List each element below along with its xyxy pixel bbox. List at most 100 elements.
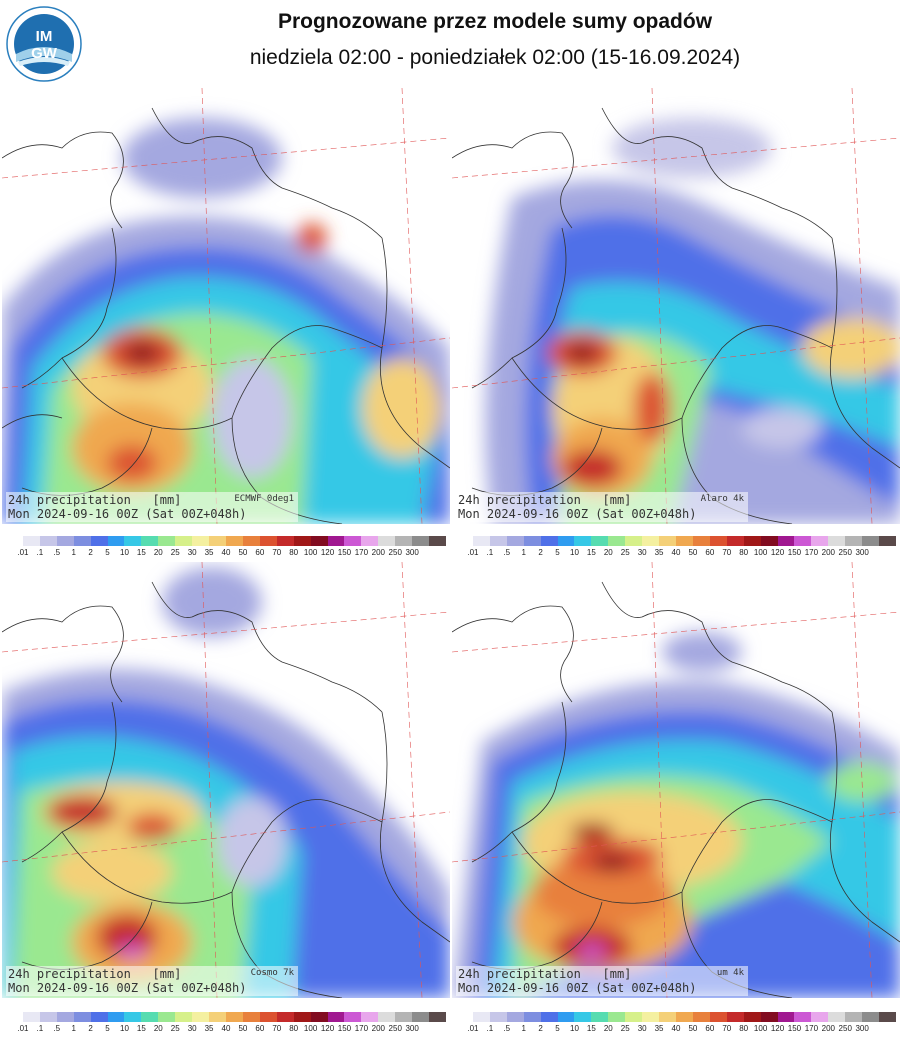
panel-valid-time: Mon 2024-09-16 00Z (Sat 00Z+048h) — [458, 507, 697, 521]
colorbar-bottom-left: .01.1.5 1 2 5 10 15 20 25 30 35 40 50 60 70 80 100 120 15… — [2, 1010, 450, 1036]
colorbar-swatch — [90, 536, 109, 546]
colorbar-swatch — [760, 536, 779, 546]
colorbar-swatch — [743, 1012, 762, 1022]
colorbar-bottom-right: .01.1.5 1 2 5 10 15 20 25 30 35 40 50 60 70 80 100 120 15… — [452, 1010, 900, 1036]
colorbar-swatch — [429, 536, 447, 546]
colorbar-swatch — [642, 536, 660, 546]
colorbar-swatch — [456, 1012, 474, 1022]
colorbar-swatch — [845, 1012, 863, 1022]
colorbar-tick-label: 50 — [688, 548, 698, 557]
colorbar-swatch — [276, 1012, 295, 1022]
map-panel-cosmo: 24h precipitation [mm] Cosmo 7k Mon 2024… — [2, 562, 450, 998]
colorbar-tick-label: .1 — [486, 1024, 494, 1033]
colorbar-swatch — [591, 1012, 609, 1022]
colorbar-tick-label: 10 — [120, 548, 129, 557]
colorbar-swatch — [344, 1012, 362, 1022]
colorbar-swatch — [412, 536, 430, 546]
panel-info: 24h precipitation [mm] Alaro 4k Mon 2024… — [456, 492, 748, 522]
colorbar-swatch — [828, 536, 846, 546]
colorbar-tick-label: 150 — [337, 1024, 352, 1033]
colorbar-tick-label: 300 — [855, 548, 869, 557]
colorbar-swatch — [73, 1012, 92, 1022]
colorbar-tick-label: .5 — [53, 1024, 61, 1033]
colorbar-tick-label: 300 — [405, 548, 419, 557]
colorbar-swatch — [726, 1012, 745, 1022]
colorbar-swatch — [327, 536, 345, 546]
colorbar-swatch — [39, 1012, 58, 1022]
colorbar-tick-label: 170 — [804, 1024, 819, 1033]
precip-map-cosmo — [2, 562, 450, 998]
colorbar-swatch — [862, 536, 880, 546]
colorbar-swatch — [709, 1012, 728, 1022]
colorbar-tick-label: 70 — [722, 1024, 732, 1033]
colorbar-swatch — [73, 536, 92, 546]
colorbar-tick-label: 170 — [804, 548, 819, 557]
colorbar-tick-label: 170 — [354, 1024, 369, 1033]
colorbar-tick-label: 50 — [238, 1024, 248, 1033]
colorbar-tick-label: 50 — [238, 548, 248, 557]
colorbar-swatch — [6, 536, 24, 546]
colorbar-tick-label: 120 — [770, 1024, 785, 1033]
colorbar-tick-label: 15 — [586, 548, 596, 557]
colorbar-tick-label: 35 — [654, 1024, 664, 1033]
colorbar-swatch — [175, 536, 193, 546]
colorbar-swatch — [141, 536, 159, 546]
colorbar-tick-label: 5 — [105, 1024, 110, 1033]
colorbar-tick-label: 100 — [303, 1024, 318, 1033]
panel-model-name: um 4k — [716, 968, 744, 978]
colorbar-swatch — [209, 536, 227, 546]
colorbar-tick-label: 35 — [204, 548, 214, 557]
colorbar-swatch — [591, 536, 609, 546]
colorbar-top-right: .01.1.5 1 2 5 10 15 20 25 30 35 40 50 60 70 80 100 120 15… — [452, 534, 900, 560]
colorbar-tick-label: 10 — [570, 548, 579, 557]
colorbar-tick-label: 250 — [838, 548, 852, 557]
colorbar-swatch — [676, 536, 694, 546]
colorbar-swatch — [472, 536, 491, 546]
colorbar-swatch — [642, 1012, 660, 1022]
panel-valid-time: Mon 2024-09-16 00Z (Sat 00Z+048h) — [8, 981, 247, 995]
map-panel-ecmwf: 24h precipitation [mm] ECMWF 0deg1 Mon 2… — [2, 88, 450, 524]
colorbar-tick-label: 30 — [187, 548, 197, 557]
colorbar-tick-label: 5 — [555, 548, 560, 557]
colorbar-tick-label: .5 — [503, 1024, 511, 1033]
colorbar-tick-label: 40 — [671, 1024, 681, 1033]
precip-map-alaro — [452, 88, 900, 524]
colorbar-tick-label: 15 — [136, 1024, 146, 1033]
colorbar-tick-label: 70 — [722, 548, 732, 557]
colorbar-swatch — [540, 1012, 559, 1022]
colorbar-swatch — [361, 536, 379, 546]
colorbar-swatch — [676, 1012, 694, 1022]
colorbar-swatch — [845, 536, 863, 546]
panel-info: 24h precipitation [mm] Cosmo 7k Mon 2024… — [6, 966, 298, 996]
colorbar-tick-label: 20 — [603, 1024, 613, 1033]
colorbar-swatch — [523, 536, 542, 546]
colorbar-swatch — [777, 1012, 795, 1022]
colorbar-swatch — [344, 536, 362, 546]
colorbar-swatch — [39, 536, 58, 546]
colorbar-swatch — [608, 1012, 626, 1022]
panel-valid-time: Mon 2024-09-16 00Z (Sat 00Z+048h) — [8, 507, 247, 521]
colorbar-tick-label: 20 — [153, 1024, 163, 1033]
colorbar-tick-label: 100 — [753, 1024, 768, 1033]
colorbar-tick-label: 60 — [705, 1024, 715, 1033]
colorbar-tick-label: 300 — [405, 1024, 419, 1033]
colorbar-tick-label: 20 — [153, 548, 163, 557]
colorbar-tick-label: 80 — [739, 548, 749, 557]
panel-variable-label: 24h precipitation [mm] — [8, 967, 182, 981]
colorbar-tick-label: 150 — [787, 548, 802, 557]
colorbar-swatch — [56, 536, 75, 546]
colorbar-tick-label: 25 — [170, 548, 180, 557]
colorbar-swatch — [456, 536, 474, 546]
colorbar-swatch — [107, 1012, 125, 1022]
colorbar-tick-label: 200 — [821, 1024, 835, 1033]
colorbar-tick-label: 150 — [337, 548, 352, 557]
map-panel-um: 24h precipitation [mm] um 4k Mon 2024-09… — [452, 562, 900, 998]
colorbar-swatch — [158, 1012, 176, 1022]
colorbar-tick-label: .5 — [503, 548, 511, 557]
panel-model-name: Alaro 4k — [700, 494, 744, 504]
colorbar-swatch — [192, 1012, 210, 1022]
colorbar-swatch — [242, 536, 261, 546]
colorbar-swatch — [692, 1012, 711, 1022]
colorbar-swatch — [777, 536, 795, 546]
colorbar-tick-label: 30 — [637, 1024, 647, 1033]
